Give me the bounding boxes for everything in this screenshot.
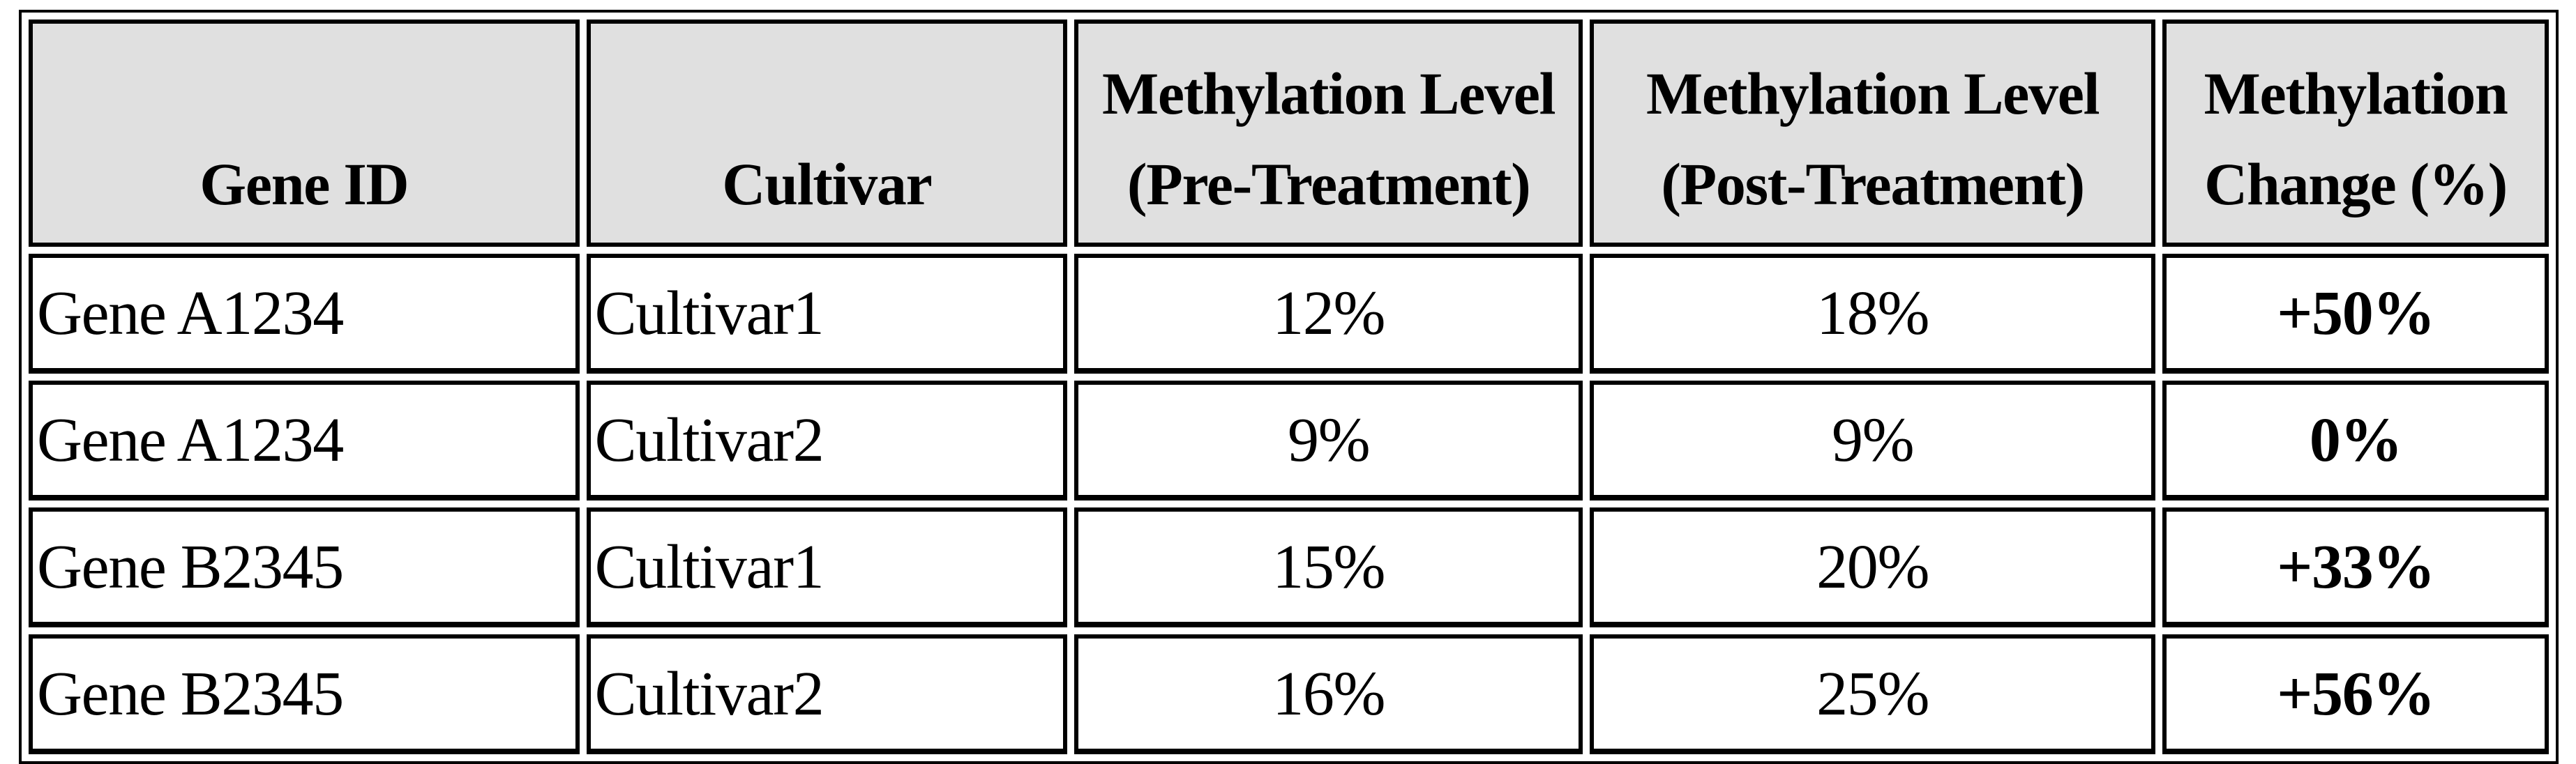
cell-cultivar: Cultivar2 bbox=[586, 634, 1068, 754]
cell-change: +50% bbox=[2162, 254, 2549, 374]
header-label-line2: (Post-Treatment) bbox=[1661, 151, 2085, 218]
cell-change: +33% bbox=[2162, 507, 2549, 627]
header-cell-cultivar: Cultivar bbox=[586, 20, 1068, 247]
cell-gene-id: Gene A1234 bbox=[29, 254, 580, 374]
methylation-table-container: Gene ID Cultivar Methylation Level (Pre-… bbox=[19, 10, 2559, 764]
header-label-line1: Methylation Level bbox=[1102, 59, 1556, 127]
cell-gene-id: Gene B2345 bbox=[29, 634, 580, 754]
table-header-row: Gene ID Cultivar Methylation Level (Pre-… bbox=[29, 20, 2549, 247]
table-row: Gene B2345 Cultivar2 16% 25% +56% bbox=[29, 634, 2549, 754]
cell-pre-treatment: 9% bbox=[1074, 381, 1583, 501]
header-cell-change: Methylation Change (%) bbox=[2162, 20, 2549, 247]
cell-pre-treatment: 12% bbox=[1074, 254, 1583, 374]
cell-gene-id: Gene A1234 bbox=[29, 381, 580, 501]
cell-cultivar: Cultivar1 bbox=[586, 254, 1068, 374]
cell-gene-id: Gene B2345 bbox=[29, 507, 580, 627]
cell-cultivar: Cultivar2 bbox=[586, 381, 1068, 501]
header-cell-pre-treatment: Methylation Level (Pre-Treatment) bbox=[1074, 20, 1583, 247]
cell-post-treatment: 9% bbox=[1590, 381, 2156, 501]
table-row: Gene A1234 Cultivar2 9% 9% 0% bbox=[29, 381, 2549, 501]
cell-cultivar: Cultivar1 bbox=[586, 507, 1068, 627]
header-label: Cultivar bbox=[722, 151, 933, 218]
table-row: Gene B2345 Cultivar1 15% 20% +33% bbox=[29, 507, 2549, 627]
header-cell-post-treatment: Methylation Level (Post-Treatment) bbox=[1590, 20, 2156, 247]
cell-change: 0% bbox=[2162, 381, 2549, 501]
table-row: Gene A1234 Cultivar1 12% 18% +50% bbox=[29, 254, 2549, 374]
header-label-line1: Methylation bbox=[2204, 59, 2508, 127]
cell-post-treatment: 20% bbox=[1590, 507, 2156, 627]
cell-post-treatment: 18% bbox=[1590, 254, 2156, 374]
cell-pre-treatment: 16% bbox=[1074, 634, 1583, 754]
methylation-table: Gene ID Cultivar Methylation Level (Pre-… bbox=[19, 10, 2559, 764]
header-cell-gene-id: Gene ID bbox=[29, 20, 580, 247]
cell-pre-treatment: 15% bbox=[1074, 507, 1583, 627]
header-label: Gene ID bbox=[199, 151, 409, 218]
header-label-line2: (Pre-Treatment) bbox=[1127, 151, 1531, 218]
cell-post-treatment: 25% bbox=[1590, 634, 2156, 754]
header-label-line1: Methylation Level bbox=[1646, 59, 2100, 127]
cell-change: +56% bbox=[2162, 634, 2549, 754]
header-label-line2: Change (%) bbox=[2204, 151, 2508, 218]
